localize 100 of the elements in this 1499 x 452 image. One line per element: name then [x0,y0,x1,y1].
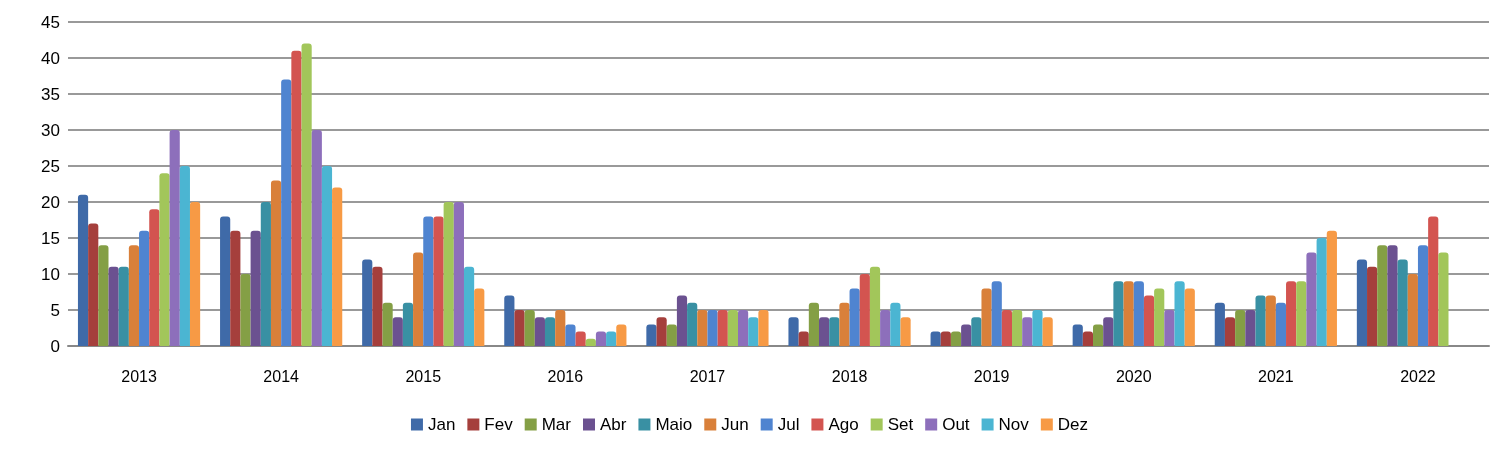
bar [1235,310,1246,346]
bar [321,166,333,346]
bar [1133,281,1144,346]
bar [1428,216,1439,346]
bar [798,331,809,346]
bar [950,331,962,346]
bar [1397,259,1408,346]
bar [1377,245,1388,346]
bar [727,310,738,346]
x-tick-label: 2015 [405,367,442,385]
bar [159,173,170,346]
x-tick-label: 2022 [1400,367,1436,385]
bar [1012,310,1023,346]
bar [220,216,231,346]
bar [169,130,180,346]
bar [1174,281,1185,346]
bar [1184,288,1195,346]
bar [372,266,383,346]
y-tick-label: 20 [41,192,60,212]
bar [646,324,657,346]
bar [1438,252,1449,346]
bar [565,324,576,346]
bar [981,288,992,346]
bar [1164,310,1175,346]
legend-label: Abr [599,415,627,434]
bar [666,324,677,346]
bar [1286,281,1297,346]
bar [930,331,941,346]
bar [940,331,951,346]
bar [118,266,129,346]
bar [859,274,870,346]
bar [128,245,140,346]
legend-label: Jun [721,415,749,434]
bar [687,302,698,346]
bar [900,317,911,346]
bar [534,317,545,346]
bar [808,302,819,346]
bar [616,324,627,346]
bar [819,317,830,346]
bar [1093,324,1104,346]
legend-label: Jul [777,415,800,434]
y-tick-label: 40 [41,48,60,68]
legend-label: Dez [1057,415,1089,434]
bar [555,310,566,346]
x-tick-label: 2017 [689,367,726,385]
bar [849,288,860,346]
bar [829,317,840,346]
bar [291,50,302,346]
bar [453,202,464,346]
bar [1326,230,1337,346]
bar [961,324,972,346]
bar [748,317,759,346]
x-tick-label: 2018 [831,367,868,385]
bar [413,252,424,346]
legend-label: Jan [427,415,456,434]
bar [869,266,881,346]
bar [98,245,109,346]
bar [1032,310,1043,346]
bar [77,194,89,346]
bar [1417,245,1429,346]
bar [1082,331,1094,346]
bar [108,266,119,346]
bar [1022,317,1033,346]
bar [524,310,535,346]
bar [1245,310,1256,346]
bar [1214,302,1225,346]
y-tick-label: 0 [50,336,60,356]
bar [839,302,850,346]
bar [717,310,728,346]
legend-label: Ago [828,415,859,434]
bar [991,281,1002,346]
bar [332,187,343,346]
bar [880,310,891,346]
y-tick-label: 35 [41,84,60,104]
legend-label: Out [942,415,970,434]
y-tick-label: 45 [41,12,60,32]
bar [260,202,271,346]
legend-label: Mar [541,415,572,434]
bar [240,274,251,346]
y-tick-label: 30 [41,120,60,140]
bar [890,302,901,346]
bar [1072,324,1083,346]
bar [250,230,261,346]
bar [179,166,190,346]
y-tick-label: 10 [41,264,60,284]
bar [514,310,525,346]
bar [362,259,373,346]
bar [463,266,475,346]
bar [1316,238,1327,346]
bar [1387,245,1398,346]
bar [1113,281,1124,346]
bar [311,130,322,346]
bar [1154,288,1165,346]
bar [1001,310,1013,346]
x-tick-label: 2020 [1115,367,1152,385]
bar [544,317,556,346]
x-tick-label: 2019 [973,367,1010,385]
bar [697,310,708,346]
bar [1296,281,1307,346]
bar [230,230,241,346]
